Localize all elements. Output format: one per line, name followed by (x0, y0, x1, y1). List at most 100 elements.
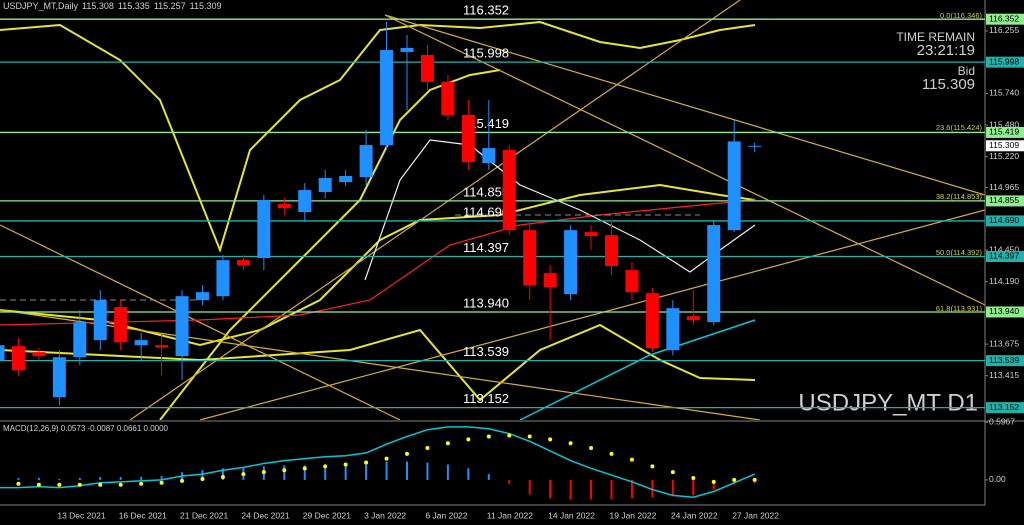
candle-body (625, 270, 639, 293)
candle-body (11, 346, 25, 371)
signal-dot (425, 446, 430, 451)
level-label: 114.397 (463, 240, 509, 255)
x-tick-label: 11 Jan 2022 (487, 510, 533, 520)
signal-dot (98, 482, 103, 487)
trendline (129, 0, 741, 420)
time-remain-label: TIME REMAIN (896, 30, 975, 44)
candle-body (441, 81, 455, 115)
level-price-box (986, 126, 1024, 138)
candle-body (216, 260, 230, 297)
signal-dot (589, 446, 594, 451)
candle-body (707, 225, 721, 323)
fib-label: 38.2(114.853) (936, 192, 983, 201)
candle-body (727, 141, 741, 231)
candle-body (543, 273, 557, 288)
signal-dot (732, 477, 737, 482)
x-tick-label: 3 Jan 2022 (364, 510, 406, 520)
y-tick-label: 113.415 (989, 370, 1019, 380)
header-low: 115.257 (154, 1, 186, 11)
y-tick-label: 114.450 (989, 244, 1019, 254)
x-tick-label: 16 Dec 2021 (119, 510, 167, 520)
bid-price: 115.309 (922, 76, 975, 93)
current-price-label: 115.309 (989, 140, 1019, 150)
trendline (199, 209, 985, 420)
candle-body (114, 307, 128, 343)
level-price-label: 115.998 (989, 56, 1019, 66)
bid-label: Bid (958, 64, 975, 78)
level-price-label: 116.352 (989, 13, 1019, 23)
signal-dot (200, 476, 205, 481)
level-label: 114.855 (463, 184, 509, 199)
x-tick-label: 24 Dec 2021 (241, 510, 289, 520)
level-price-label: 113.152 (989, 402, 1019, 412)
fib-label: 50.0(114.392) (936, 248, 983, 257)
x-tick-label: 21 Dec 2021 (180, 510, 228, 520)
signal-dot (527, 434, 532, 439)
candle-body (686, 316, 700, 321)
candle-body (645, 293, 659, 349)
signal-dot (405, 451, 409, 456)
signal-dot (261, 470, 266, 475)
level-price-box (986, 13, 1024, 25)
candle-body (298, 190, 312, 213)
indicator-line (0, 20, 756, 254)
y-tick-label: 113.675 (989, 338, 1019, 348)
signal-dot (36, 482, 41, 487)
signal-dot (364, 460, 369, 465)
level-price-label: 113.940 (989, 306, 1019, 316)
candle-body (380, 50, 394, 146)
signal-dot (548, 437, 553, 442)
watermark: USDJPY_MT D1 (798, 389, 978, 416)
y-tick-label: 115.480 (989, 119, 1019, 129)
candle-body (73, 322, 87, 358)
header-close: 115.309 (190, 1, 222, 11)
x-tick-label: 24 Jan 2022 (671, 510, 718, 520)
candle-body (584, 232, 598, 237)
indicator-line (519, 319, 756, 420)
level-price-box (986, 195, 1024, 207)
trendline (0, 224, 401, 420)
signal-dot (16, 481, 21, 486)
symbol-title: USDJPY_MT,Daily (3, 1, 79, 11)
candle-body (420, 54, 434, 82)
candle-body (155, 345, 169, 348)
candle-body (605, 235, 618, 267)
level-price-label: 115.419 (989, 127, 1019, 137)
candle-body (52, 357, 66, 398)
candle-body (502, 150, 516, 231)
signal-dot (323, 464, 328, 469)
indicator-line (364, 139, 756, 281)
candle-body (564, 230, 578, 295)
candle-body (359, 145, 373, 178)
candle-body (461, 114, 475, 163)
level-label: 116.352 (463, 3, 509, 18)
fib-label: 61.8(113.931) (936, 304, 983, 313)
candle-body (277, 204, 291, 209)
candle-body (32, 352, 46, 357)
x-tick-label: 14 Jan 2022 (548, 510, 595, 520)
level-price-box (986, 250, 1024, 262)
candle-body (318, 178, 332, 193)
chart-header: USDJPY_MT,Daily 115.308 115.335 115.257 115.… (3, 1, 222, 11)
trendline (384, 14, 985, 196)
signal-dot (220, 475, 225, 480)
macd-line (0, 426, 755, 499)
level-label: 115.998 (463, 46, 509, 61)
x-tick-label: 19 Jan 2022 (610, 510, 657, 520)
candle-body (523, 230, 537, 286)
candle-body (236, 260, 250, 266)
signal-dot (139, 481, 144, 486)
level-price-label: 114.690 (989, 215, 1019, 225)
level-price-box (986, 355, 1024, 367)
current-price-box (986, 140, 1024, 152)
level-price-label: 114.397 (989, 251, 1019, 261)
candle-body (93, 300, 107, 341)
y-tick-label: 116.255 (989, 25, 1019, 35)
signal-dot (507, 433, 512, 438)
x-tick-label: 27 Jan 2022 (732, 510, 779, 520)
candle-body (482, 148, 496, 164)
x-tick-label: 13 Dec 2021 (57, 510, 105, 520)
candle-body (339, 176, 353, 183)
candle-body (257, 200, 271, 259)
